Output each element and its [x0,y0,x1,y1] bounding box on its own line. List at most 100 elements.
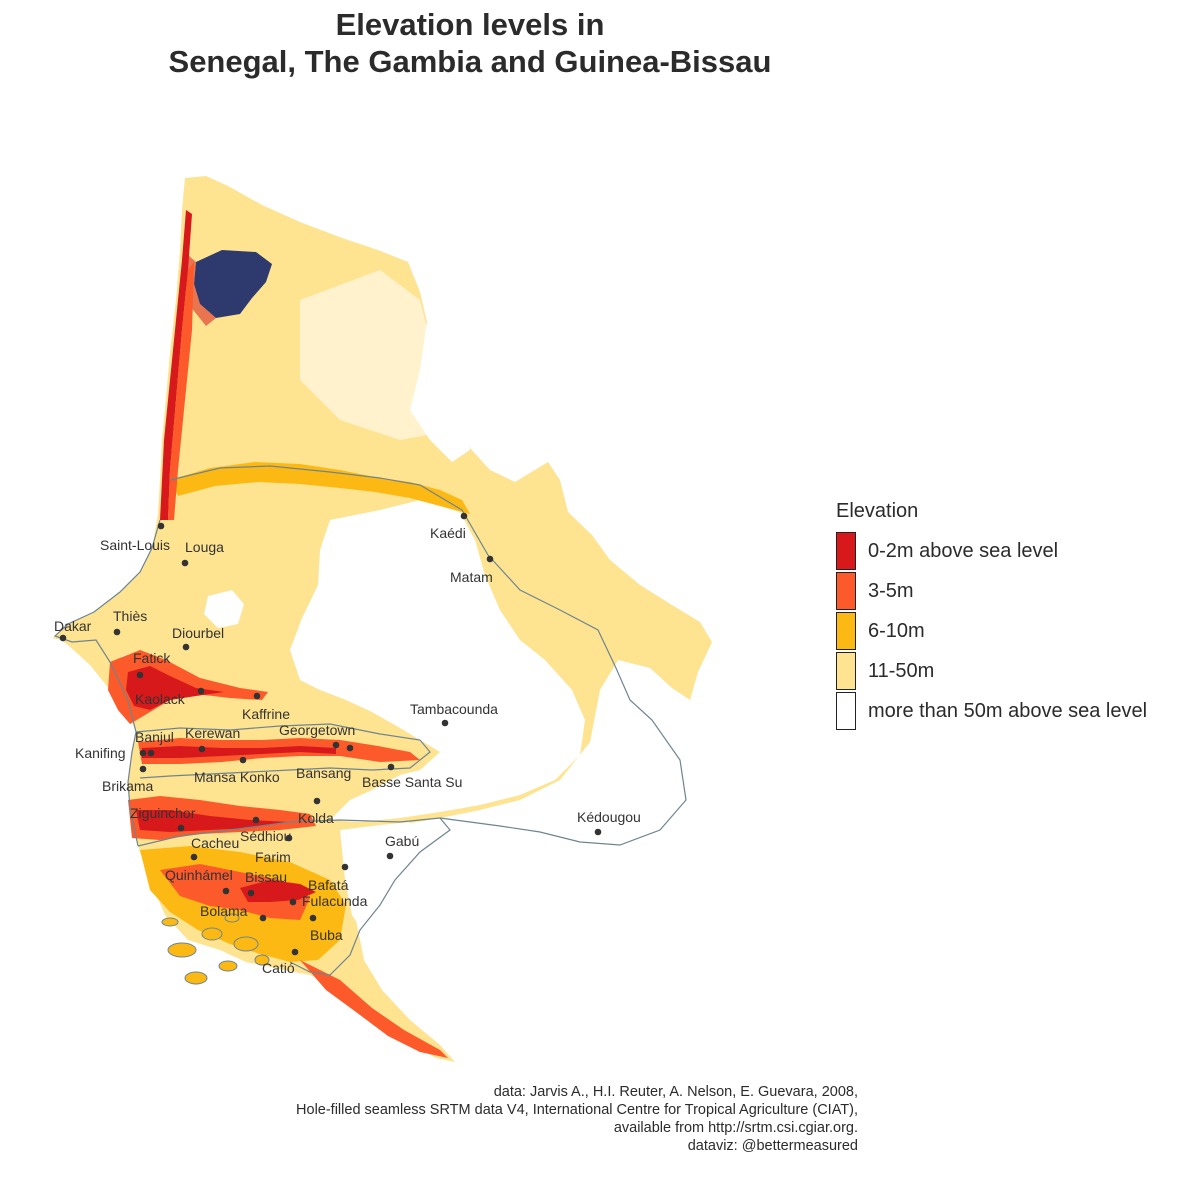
city-dot-quinhamel [222,887,230,895]
legend-item: 0-2m above sea level [836,531,1147,571]
city-label-bolama: Bolama [200,903,248,919]
city-dot-kaedi [460,512,468,520]
legend-label-3-5m: 3-5m [868,579,914,602]
city-label-brikama: Brikama [102,778,154,794]
city-label-basse-santa-su: Basse Santa Su [362,774,462,790]
city-dot-tambacounda [441,719,449,727]
saloum-delta-core [126,666,224,710]
legend-label-6-10m: 6-10m [868,619,925,642]
city-dot-fatick [136,671,144,679]
island [161,917,179,927]
senegal-coastline [53,519,161,847]
city-label-georgetown: Georgetown [279,722,355,738]
gambia-border [135,723,431,779]
legend-swatch-above-50m [836,692,856,730]
island [201,927,223,941]
senegal-mauritania-border [169,465,687,846]
city-label-fatick: Fatick [133,650,171,666]
legend-item: 3-5m [836,571,1147,611]
city-dot-farim [285,834,293,842]
city-label-louga: Louga [185,539,224,555]
map-title-line-1: Elevation levels in [335,7,605,42]
city-label-kaffrine: Kaffrine [242,706,290,722]
city-dot-ziguinchor [177,824,185,832]
island [254,954,270,966]
island [184,971,208,985]
city-label-tambacounda: Tambacounda [410,701,498,717]
casamance-core [136,810,290,832]
island [233,936,259,952]
city-dot-sedhiou [252,816,260,824]
map-title: Elevation levels in Senegal, The Gambia … [0,6,940,80]
city-label-kerewan: Kerewan [185,725,240,741]
city-label-farim: Farim [255,849,291,865]
city-dot-buba [309,914,317,922]
city-label-diourbel: Diourbel [172,625,224,641]
city-dot-kolda [313,797,321,805]
city-dot-kaffrine [253,692,261,700]
city-dot-bissau [247,889,255,897]
south-coastal-lowland [300,960,448,1058]
city-dot-banjul [147,749,155,757]
legend-item: more than 50m above sea level [836,691,1147,731]
city-label-bissau: Bissau [245,869,287,885]
legend-label-0-2m: 0-2m above sea level [868,539,1059,562]
city-points [59,512,602,956]
island [167,942,197,958]
city-dot-kanifing [139,749,147,757]
city-dot-kaolack [197,687,205,695]
city-dot-brikama [139,765,147,773]
city-label-catio: Catió [262,960,295,976]
city-dot-georgetown [332,741,340,749]
credits-line-4: dataviz: @bettermeasured [687,1138,858,1154]
land-above-50m-east [290,500,585,822]
city-dot-bolama [259,914,267,922]
land-above-50m-south [340,822,410,935]
land-dakar-peninsula [52,622,112,642]
city-dot-matam [486,555,494,563]
map-title-line-2: Senegal, The Gambia and Guinea-Bissau [168,44,772,79]
legend-label-above-50m: more than 50m above sea level [868,699,1148,722]
city-label-mansa-konko: Mansa Konko [194,769,280,785]
country-borders [53,465,687,976]
island [218,960,238,972]
legend-title: Elevation [836,500,919,522]
city-dot-thies [113,628,121,636]
city-label-quinhamel: Quinhámel [165,867,233,883]
credits-line-1: data: Jarvis A., H.I. Reuter, A. Nelson,… [493,1084,858,1100]
city-dot-basse-santa-su [387,763,395,771]
city-labels: Saint-Louis Louga Dakar Thiès Diourbel F… [54,525,641,976]
city-label-dakar: Dakar [54,618,92,634]
city-dot-bansang [346,744,354,752]
city-dot-cacheu [190,853,198,861]
city-label-kolda: Kolda [298,810,334,826]
legend-label-11-50m: 11-50m [868,659,935,682]
city-dot-diourbel [182,643,190,651]
city-dot-fulacunda [289,898,297,906]
city-label-matam: Matam [450,569,493,585]
legend-swatch-6-10m [836,612,856,650]
data-credits: data: Jarvis A., H.I. Reuter, A. Nelson,… [296,1083,858,1155]
city-dot-kerewan [198,745,206,753]
city-label-kedougou: Kédougou [577,809,641,825]
city-label-fulacunda: Fulacunda [302,893,368,909]
city-dot-kedougou [594,828,602,836]
city-dot-bafata [341,863,349,871]
city-label-sedhiou: Sédhiou [240,828,291,844]
bissau-orange-lowland [160,864,310,920]
city-label-kaolack: Kaolack [135,691,186,707]
city-label-bansang: Bansang [296,765,351,781]
city-label-cacheu: Cacheu [191,835,239,851]
city-label-kanifing: Kanifing [75,745,126,761]
bijagos-islands [161,913,270,985]
city-dot-mansa-konko [239,756,247,764]
legend-item: 6-10m [836,611,1147,651]
city-label-buba: Buba [310,927,343,943]
city-label-ziguinchor: Ziguinchor [130,805,196,821]
city-dot-dakar [59,634,67,642]
credits-line-2: Hole-filled seamless SRTM data V4, Inter… [296,1102,858,1118]
city-label-banjul: Banjul [135,729,174,745]
city-label-thies: Thiès [113,608,147,624]
city-dot-gabu [386,852,394,860]
